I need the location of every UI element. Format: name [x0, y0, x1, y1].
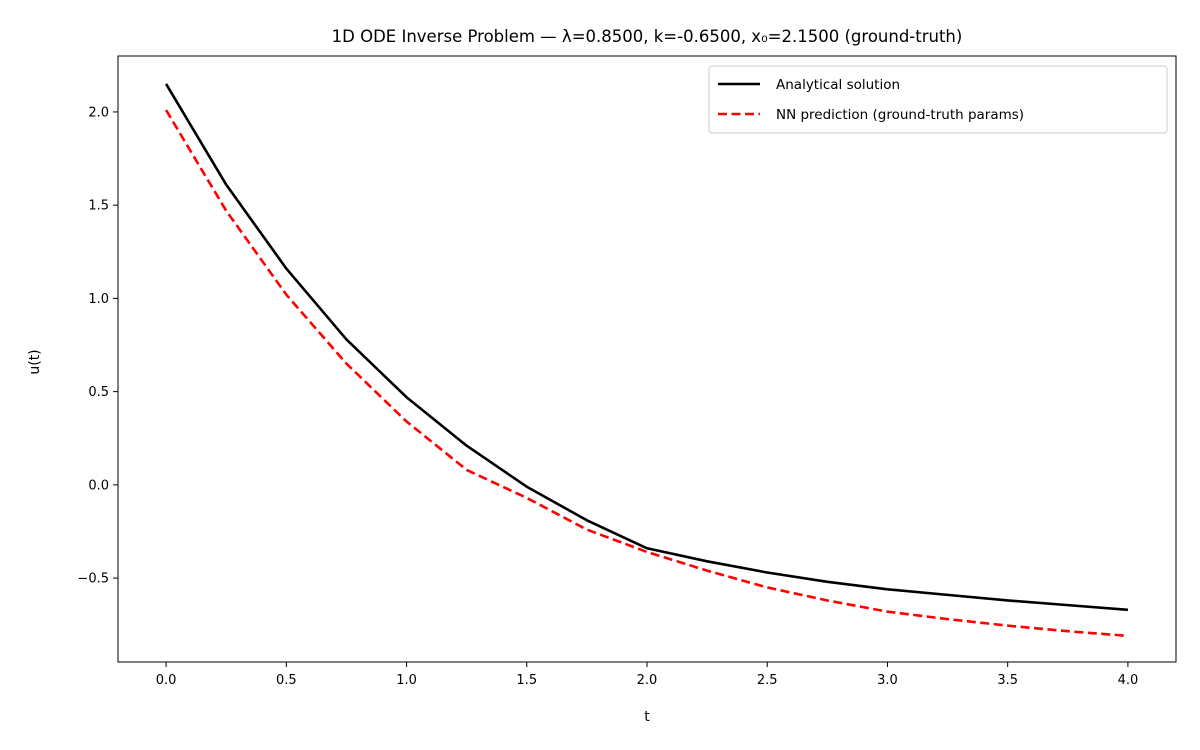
x-tick-label: 4.0	[1118, 673, 1139, 688]
y-tick-label: 1.0	[88, 292, 109, 307]
x-tick-label: 3.0	[877, 673, 898, 688]
legend-label-2: NN prediction (ground-truth params)	[776, 107, 1024, 123]
legend-box	[708, 65, 1168, 134]
x-tick-label: 1.5	[516, 673, 537, 688]
y-tick-label: 1.5	[88, 199, 109, 214]
plot-area: 0.0 0.5 1.0 1.5 2.0 2.5 3.0 3.5 4.0 −0.5 0.0 0.5 1.0…	[77, 55, 1177, 688]
x-tick-label: 2.5	[757, 673, 778, 688]
x-axis-label: t	[644, 709, 650, 725]
series-line-1	[164, 83, 1129, 612]
legend-label-1: Analytical solution	[776, 77, 900, 93]
x-tick-label: 1.0	[396, 673, 417, 688]
x-tick-label: 0.5	[276, 673, 297, 688]
x-tick-label: 2.0	[637, 673, 658, 688]
series-line-2	[164, 109, 1129, 638]
legend: Analytical solution NN prediction (ground…	[708, 65, 1168, 134]
x-tick-label: 3.5	[997, 673, 1018, 688]
y-tick-label: 2.0	[88, 105, 109, 120]
y-axis-label: u(t)	[27, 349, 43, 374]
y-tick-label: 0.0	[88, 478, 109, 493]
x-tick-label: 0.0	[156, 673, 177, 688]
chart-title: 1D ODE Inverse Problem — λ=0.8500, k=-0.…	[332, 27, 963, 46]
y-tick-label: −0.5	[77, 572, 109, 587]
y-tick-label: 0.5	[88, 385, 109, 400]
